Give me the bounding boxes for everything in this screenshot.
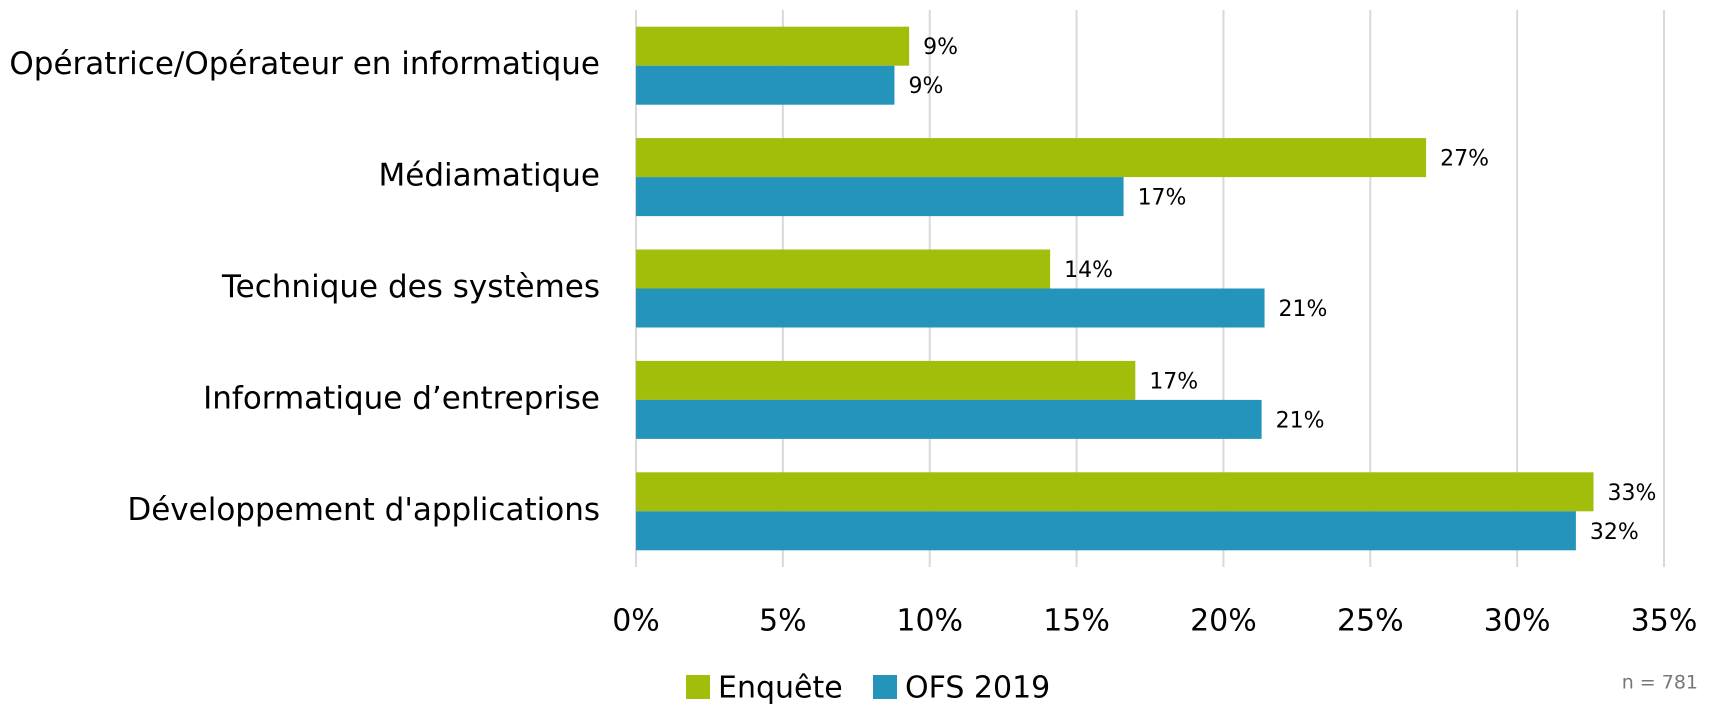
bar xyxy=(636,288,1265,328)
sample-note: n = 781 xyxy=(1622,672,1698,694)
value-label: 21% xyxy=(1276,408,1325,433)
x-tick-label: 10% xyxy=(896,604,963,639)
category-label: Technique des systèmes xyxy=(221,269,600,305)
value-label: 21% xyxy=(1279,297,1328,322)
value-label: 27% xyxy=(1440,147,1489,172)
legend-swatch xyxy=(686,675,710,699)
value-label: 9% xyxy=(908,74,943,99)
bar xyxy=(636,249,1051,289)
category-label: Informatique d’entreprise xyxy=(203,380,600,416)
x-tick-label: 15% xyxy=(1043,604,1110,639)
legend-swatch xyxy=(873,675,897,699)
bar xyxy=(636,511,1576,551)
value-label: 17% xyxy=(1138,186,1187,211)
category-label: Médiamatique xyxy=(379,158,600,194)
x-tick-label: 0% xyxy=(612,604,660,639)
category-label: Développement d'applications xyxy=(127,492,600,528)
bar xyxy=(636,26,910,66)
value-label: 32% xyxy=(1590,520,1639,545)
x-tick-label: 20% xyxy=(1190,604,1257,639)
x-tick-label: 5% xyxy=(759,604,807,639)
value-label: 17% xyxy=(1149,369,1198,394)
bar xyxy=(636,65,895,105)
value-label: 9% xyxy=(923,35,958,60)
bar xyxy=(636,360,1136,400)
legend-label: OFS 2019 xyxy=(905,671,1050,705)
category-label: Opératrice/Opérateur en informatique xyxy=(9,46,600,82)
bar xyxy=(636,472,1594,512)
value-label: 14% xyxy=(1064,258,1113,283)
x-tick-label: 35% xyxy=(1631,604,1698,639)
legend-label: Enquête xyxy=(718,671,843,705)
value-label: 33% xyxy=(1608,481,1657,506)
bar xyxy=(636,177,1124,217)
bar xyxy=(636,138,1427,178)
x-tick-label: 25% xyxy=(1337,604,1404,639)
bar xyxy=(636,399,1262,439)
x-tick-label: 30% xyxy=(1484,604,1551,639)
